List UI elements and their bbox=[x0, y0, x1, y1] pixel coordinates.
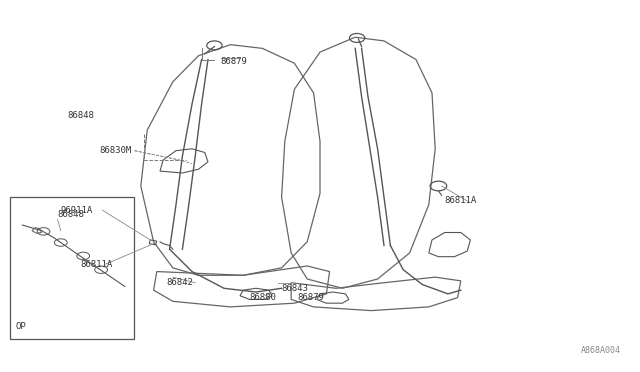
Text: 86879: 86879 bbox=[298, 293, 324, 302]
Text: 86848: 86848 bbox=[67, 111, 94, 120]
Text: 86842: 86842 bbox=[166, 278, 193, 287]
Text: 86843: 86843 bbox=[282, 284, 308, 293]
Text: OP: OP bbox=[16, 322, 27, 331]
Text: 86811A: 86811A bbox=[445, 196, 477, 205]
Text: 86880: 86880 bbox=[250, 293, 276, 302]
Text: A868A004: A868A004 bbox=[581, 346, 621, 355]
Text: 86811A: 86811A bbox=[80, 260, 112, 269]
Text: 96911A: 96911A bbox=[61, 206, 93, 215]
Text: 86879: 86879 bbox=[221, 57, 248, 66]
Text: 86830M: 86830M bbox=[99, 146, 131, 155]
Text: 86848: 86848 bbox=[57, 211, 84, 219]
Bar bbox=[10, 197, 134, 339]
